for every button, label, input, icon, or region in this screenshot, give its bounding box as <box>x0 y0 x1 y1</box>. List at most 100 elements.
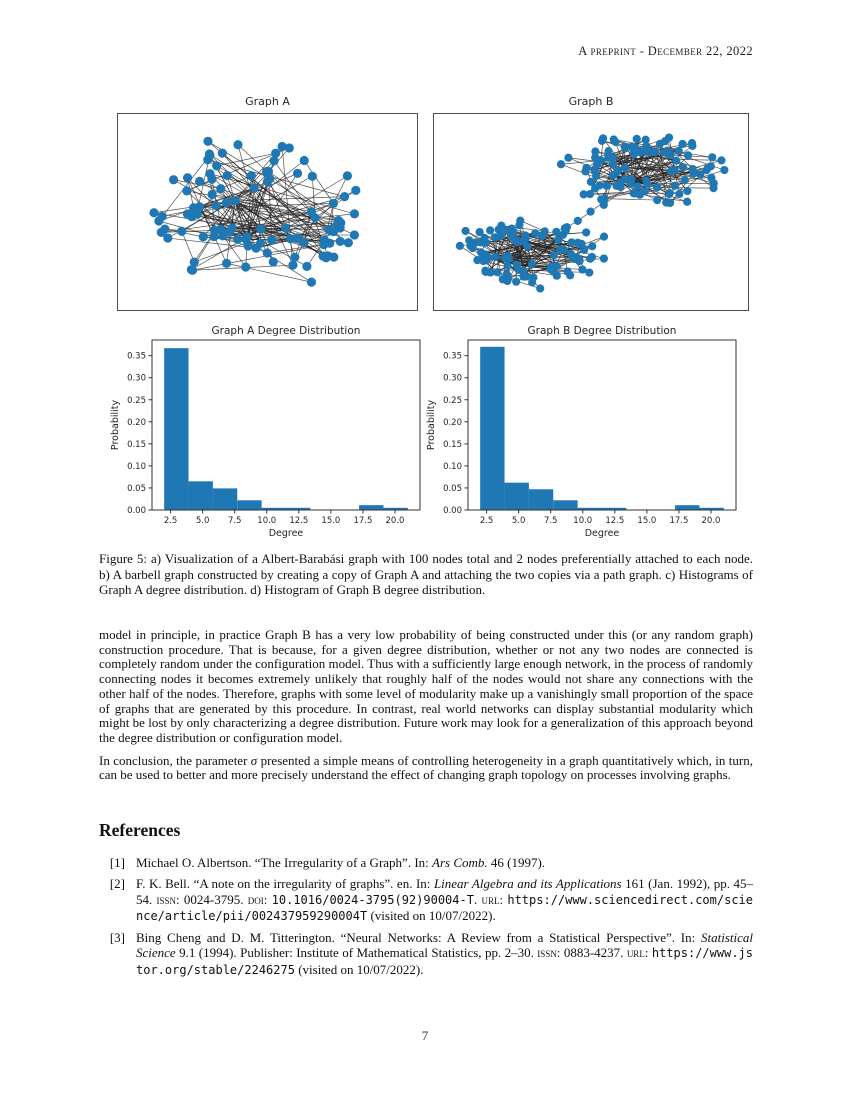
axis-ticks <box>148 355 396 514</box>
svg-text:0.20: 0.20 <box>443 418 462 428</box>
svg-text:0.15: 0.15 <box>127 440 146 450</box>
text-segment: presented a simple means of controlling … <box>99 752 753 783</box>
svg-text:7.5: 7.5 <box>544 516 558 526</box>
graph-a-degree-histogram: 2.5 5.0 7.5 10.0 12.5 15.0 17.5 20.0 0.00 0.05 0.1… <box>110 325 421 538</box>
running-header: A preprint - December 22, 2022 <box>578 44 753 58</box>
text-segment: Bing Cheng and D. M. Titterington. “Neur… <box>136 930 701 946</box>
text-segment: 161 (Jan. 1992), pp. 45–54. <box>136 876 753 907</box>
reference-link[interactable]: 10.1016/0024-3795(92)90004-T <box>271 892 474 907</box>
graph-a-network-plot <box>117 113 418 311</box>
svg-text:12.5: 12.5 <box>289 516 308 526</box>
figure-panel-graph-a: Graph A <box>117 94 418 311</box>
reference-number: [3] <box>109 930 125 946</box>
svg-text:20.0: 20.0 <box>386 516 405 526</box>
text-segment: Michael O. Albertson. “The Irregularity … <box>136 855 433 870</box>
figure-panel-graph-b: Graph B <box>433 94 749 311</box>
svg-text:2.5: 2.5 <box>480 516 494 526</box>
plot-border <box>151 339 421 511</box>
reference-item: [1] Michael O. Albertson. “The Irregulari… <box>99 855 753 870</box>
svg-text:12.5: 12.5 <box>605 516 624 526</box>
reference-link[interactable]: https://www.jstor.org/stable/2246275 <box>136 946 753 977</box>
svg-text:0.15: 0.15 <box>443 440 462 450</box>
references-section: References [1] Michael O. Albertson. “The… <box>99 820 753 984</box>
text-segment: : <box>644 945 652 961</box>
svg-text:0.05: 0.05 <box>127 484 146 494</box>
plot-border <box>467 339 737 511</box>
text-segment: Ars Comb. <box>432 855 488 870</box>
text-segment: In conclusion, the parameter <box>99 752 251 768</box>
svg-text:0.25: 0.25 <box>127 396 146 406</box>
svg-text:15.0: 15.0 <box>637 516 656 526</box>
body-paragraph: In conclusion, the parameter σ presented… <box>99 752 753 783</box>
svg-text:0.00: 0.00 <box>127 506 146 516</box>
reference-item: [2] F. K. Bell. “A note on the irregulari… <box>99 876 753 924</box>
svg-text:7.5: 7.5 <box>228 516 242 526</box>
text-segment: 46 (1997). <box>487 855 546 870</box>
svg-text:2.5: 2.5 <box>164 516 178 526</box>
page-number: 7 <box>421 1028 429 1043</box>
svg-text:0.25: 0.25 <box>443 396 462 406</box>
graph-a-title: Graph A <box>245 95 290 108</box>
graph-b-degree-histogram: 2.5 5.0 7.5 10.0 12.5 15.0 17.5 20.0 0.00 0.05 0.1… <box>426 325 737 538</box>
svg-text:0.10: 0.10 <box>443 462 462 472</box>
svg-text:0.35: 0.35 <box>443 352 462 362</box>
svg-text:17.5: 17.5 <box>669 516 688 526</box>
axis-ticks <box>464 355 712 514</box>
network-nodes <box>149 136 361 287</box>
text-segment: F. K. Bell. “A note on the irregularity … <box>136 876 434 892</box>
text-segment: : 0883-4237. <box>556 945 627 961</box>
figure-panel-hist-b: 2.5 5.0 7.5 10.0 12.5 15.0 17.5 20.0 0.00 0.05 0.1… <box>424 324 744 538</box>
text-segment: : <box>263 891 272 907</box>
x-axis-label: Degree <box>269 528 304 538</box>
y-axis-label: Probability <box>426 400 437 451</box>
svg-text:17.5: 17.5 <box>353 516 372 526</box>
graph-b-network-plot <box>433 113 749 311</box>
body-text: model in principle, in practice Graph B … <box>99 627 753 791</box>
text-segment: issn <box>156 891 177 907</box>
chart-title: Graph A Degree Distribution <box>212 325 361 337</box>
svg-text:5.0: 5.0 <box>196 516 210 526</box>
reference-text: Bing Cheng and D. M. Titterington. “Neur… <box>136 930 753 978</box>
text-segment: Linear Algebra and its Applications <box>433 876 622 892</box>
text-segment: : 0024-3795. <box>176 891 248 907</box>
chart-title: Graph B Degree Distribution <box>528 325 677 337</box>
svg-text:0.20: 0.20 <box>127 418 146 428</box>
figure-caption: Figure 5: a) Visualization of a Albert-B… <box>99 551 753 598</box>
histogram-bars <box>164 348 408 510</box>
axis-tick-labels: 2.5 5.0 7.5 10.0 12.5 15.0 17.5 20.0 0.00 0.05 0.1… <box>443 352 720 526</box>
references-list: [1] Michael O. Albertson. “The Irregulari… <box>99 855 753 978</box>
figure-panel-hist-a: 2.5 5.0 7.5 10.0 12.5 15.0 17.5 20.0 0.00 0.05 0.1… <box>108 324 428 538</box>
svg-text:15.0: 15.0 <box>321 516 340 526</box>
svg-text:0.00: 0.00 <box>443 506 462 516</box>
svg-text:10.0: 10.0 <box>573 516 592 526</box>
text-segment: url <box>626 945 645 961</box>
network-edges <box>153 140 356 283</box>
svg-text:0.05: 0.05 <box>443 484 462 494</box>
svg-text:0.10: 0.10 <box>127 462 146 472</box>
network-nodes <box>455 133 729 293</box>
text-segment: : <box>499 891 508 907</box>
x-axis-label: Degree <box>585 528 620 538</box>
references-heading: References <box>99 820 181 840</box>
reference-link[interactable]: https://www.sciencedirect.com/science/ar… <box>136 892 753 923</box>
y-axis-label: Probability <box>110 400 121 451</box>
svg-text:5.0: 5.0 <box>512 516 526 526</box>
svg-text:0.30: 0.30 <box>443 374 462 384</box>
text-segment: . <box>473 891 482 907</box>
axis-tick-labels: 2.5 5.0 7.5 10.0 12.5 15.0 17.5 20.0 0.00 0.05 0.1… <box>127 352 404 526</box>
svg-text:20.0: 20.0 <box>702 516 721 526</box>
reference-number: [2] <box>109 876 125 892</box>
text-segment: model in principle, in practice Graph B … <box>99 627 753 745</box>
text-segment: doi <box>247 891 264 907</box>
body-paragraph: model in principle, in practice Graph B … <box>99 627 753 746</box>
text-segment: issn <box>537 945 557 961</box>
histogram-bars <box>480 346 724 510</box>
svg-text:0.35: 0.35 <box>127 352 146 362</box>
reference-text: F. K. Bell. “A note on the irregularity … <box>136 876 753 924</box>
reference-item: [3] Bing Cheng and D. M. Titterington. “N… <box>99 930 753 978</box>
text-segment: url <box>481 891 500 907</box>
svg-text:10.0: 10.0 <box>257 516 276 526</box>
text-segment: (visited on 10/07/2022). <box>367 907 496 923</box>
text-segment: (visited on 10/07/2022). <box>294 961 424 977</box>
